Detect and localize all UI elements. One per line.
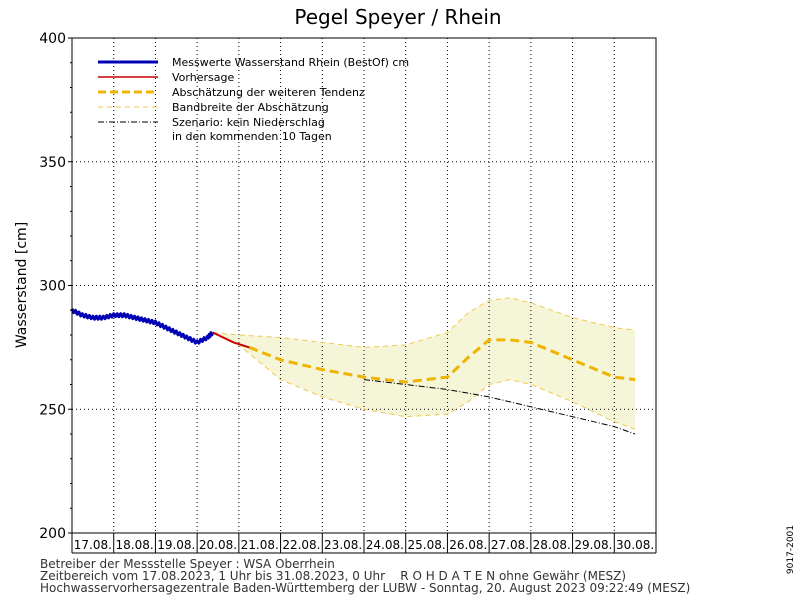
series-layer xyxy=(70,297,636,435)
x-tick-label-9: 26.08. xyxy=(449,538,487,552)
x-tick-label-4: 21.08. xyxy=(241,538,279,552)
legend-label-4: Szenario: kein Niederschlag xyxy=(172,116,325,129)
legend-label-4-line2: in den kommenden 10 Tagen xyxy=(172,130,332,143)
side-code: 9017-2001 xyxy=(786,525,796,575)
chart-title: Pegel Speyer / Rhein xyxy=(294,5,501,29)
legend: Messwerte Wasserstand Rhein (BestOf) cm V… xyxy=(98,56,409,143)
footer-time-range: Zeitbereich vom 17.08.2023, 1 Uhr bis 31… xyxy=(40,569,627,583)
x-tick-label-3: 20.08. xyxy=(199,538,237,552)
band-layer xyxy=(212,297,636,430)
axis-layer: 200 250 300 350 400 17.08. 18.08. 19.08. 20.08. 2… xyxy=(39,31,657,554)
band-upper-line xyxy=(212,297,636,348)
y-tick-label-350: 350 xyxy=(39,155,66,171)
measured-line xyxy=(70,308,215,345)
forecast-line xyxy=(212,331,250,349)
x-tick-label-2: 19.08. xyxy=(157,538,195,552)
legend-label-1: Vorhersage xyxy=(172,71,234,84)
footer-issuer: Hochwasservorhersagezentrale Baden-Württ… xyxy=(40,581,691,595)
band-lower-line xyxy=(212,332,636,430)
footer-operator: Betreiber der Messstelle Speyer : WSA Ob… xyxy=(40,557,335,571)
x-tick-label-5: 22.08. xyxy=(282,538,320,552)
scenario-line xyxy=(363,379,636,435)
band-fill xyxy=(212,297,636,430)
x-tick-label-7: 24.08. xyxy=(366,538,404,552)
legend-label-0: Messwerte Wasserstand Rhein (BestOf) cm xyxy=(172,56,409,69)
y-tick-label-200: 200 xyxy=(39,526,66,542)
x-tick-label-0: 17.08. xyxy=(74,538,112,552)
x-tick-label-8: 25.08. xyxy=(407,538,445,552)
y-axis-label: Wasserstand [cm] xyxy=(14,222,30,348)
x-tick-label-12: 29.08. xyxy=(574,538,612,552)
y-tick-label-300: 300 xyxy=(39,279,66,295)
legend-label-2: Abschätzung der weiteren Tendenz xyxy=(172,86,365,99)
x-tick-label-10: 27.08. xyxy=(491,538,529,552)
x-tick-label-1: 18.08. xyxy=(115,538,153,552)
x-tick-label-13: 30.08. xyxy=(616,538,654,552)
legend-label-3: Bandbreite der Abschätzung xyxy=(172,101,329,114)
y-tick-label-250: 250 xyxy=(39,402,66,418)
x-tick-label-11: 28.08. xyxy=(533,538,571,552)
x-tick-label-6: 23.08. xyxy=(324,538,362,552)
y-tick-label-400: 400 xyxy=(39,31,66,47)
trend-line xyxy=(248,338,636,384)
